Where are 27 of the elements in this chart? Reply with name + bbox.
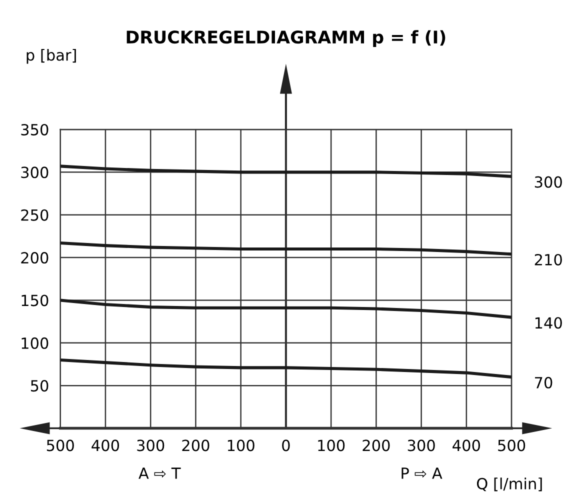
y-tick-label: 150	[22, 294, 48, 306]
x-tick-label: 200	[362, 440, 390, 452]
text: A ⇨ T	[138, 468, 181, 479]
y-axis-title: p [bar]	[26, 48, 76, 64]
x-tick-label: 300	[408, 440, 435, 452]
x-tick-label: 300	[137, 440, 164, 452]
y-tick-label: 200	[21, 252, 48, 264]
x-tick-label: 200	[182, 440, 210, 452]
x-tick-label: 500	[46, 440, 74, 452]
x-tick-label: 500	[498, 440, 526, 452]
y-tick-label: 250	[21, 209, 48, 221]
y-tick-label: 50	[30, 380, 48, 392]
x-tick-label: 400	[92, 440, 120, 452]
chart-title: DRUCKREGELDIAGRAMM p = f (I)	[126, 30, 446, 47]
text: P ⇨ A	[402, 468, 442, 479]
series-label: 300	[534, 176, 562, 188]
y-tick-label: 350	[21, 124, 48, 136]
x-tick-label: 100	[228, 440, 254, 452]
y-tick-label: 100	[22, 337, 48, 349]
series-label: 210	[534, 254, 562, 266]
y-tick-label: 300	[21, 166, 48, 178]
series-label: 140	[535, 317, 562, 329]
x-tick-label: 400	[452, 440, 480, 452]
series-label: 70	[535, 376, 552, 388]
x-axis-title: Q [l/min]	[476, 478, 542, 492]
x-tick-label: 0	[282, 440, 290, 452]
x-tick-label: 100	[318, 440, 345, 452]
